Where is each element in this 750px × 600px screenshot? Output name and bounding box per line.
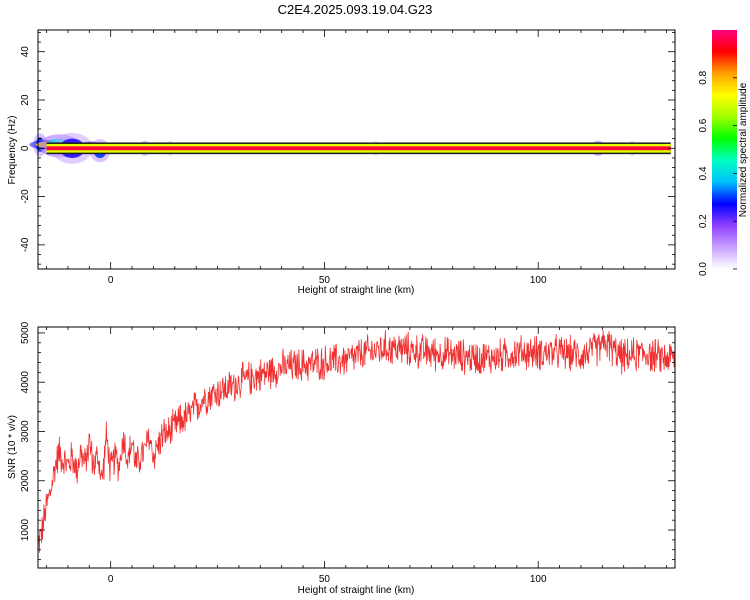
chart-title: C2E4.2025.093.19.04.G23 [277,2,433,17]
snr-series-line [38,329,675,553]
spectrogram-x-tick-label: 50 [319,275,331,286]
spectrogram-y-tick-label: 20 [20,94,31,106]
spectrogram-x-label: Height of straight line (km) [298,285,415,296]
spectrogram-y-tick-label: -40 [20,237,31,252]
snr-y-tick-label: 5000 [20,321,31,344]
snr-y-label: SNR (10 * v/v) [7,415,18,479]
spectrogram-y-tick-label: -20 [20,189,31,204]
snr-plot-area [38,327,675,568]
spectrogram-axes: 0 50 100 -40 -20 0 20 40 [20,30,675,286]
spectrogram-band-core [46,146,671,151]
spectrogram-frame [37,29,676,270]
spectrogram-y-label: Frequency (Hz) [7,116,18,185]
colorbar-tick-label: 0.8 [698,70,709,84]
snr-y-tick-label: 2000 [20,469,31,492]
snr-x-label: Height of straight line (km) [298,585,415,596]
snr-panel: 0 50 100 1000 2000 3000 4000 5000 Height of str… [7,321,676,596]
spectrogram-y-tick-label: 40 [20,46,31,58]
snr-axes: 0 50 100 1000 2000 3000 4000 5000 [20,321,675,585]
colorbar-ramp [712,30,737,269]
colorbar-tick-label: 0.6 [698,118,709,132]
snr-y-tick-label: 3000 [20,420,31,443]
spectrogram-x-tick-label: 0 [108,275,114,286]
spectrogram-band [46,142,671,155]
snr-y-tick-label: 4000 [20,371,31,394]
snr-x-tick-label: 0 [108,574,114,585]
colorbar: 0.0 0.2 0.4 0.6 0.8 Normalized spectral ampl… [698,30,749,276]
snr-frame [37,326,676,569]
colorbar-tick-label: 0.2 [698,214,709,228]
colorbar-label: Normalized spectral amplitude [738,82,749,217]
spectrogram-panel: 0 50 100 -40 -20 0 20 40 Height of straight lin… [7,29,676,296]
spectrogram-x-tick-label: 100 [530,275,547,286]
colorbar-tick-label: 0.4 [698,166,709,180]
spectrogram-y-tick-label: 0 [20,145,31,151]
colorbar-ticks: 0.0 0.2 0.4 0.6 0.8 [698,70,737,276]
snr-x-tick-label: 50 [319,574,331,585]
snr-y-tick-label: 1000 [20,518,31,541]
colorbar-tick-label: 0.0 [698,262,709,276]
snr-x-tick-label: 100 [530,574,547,585]
